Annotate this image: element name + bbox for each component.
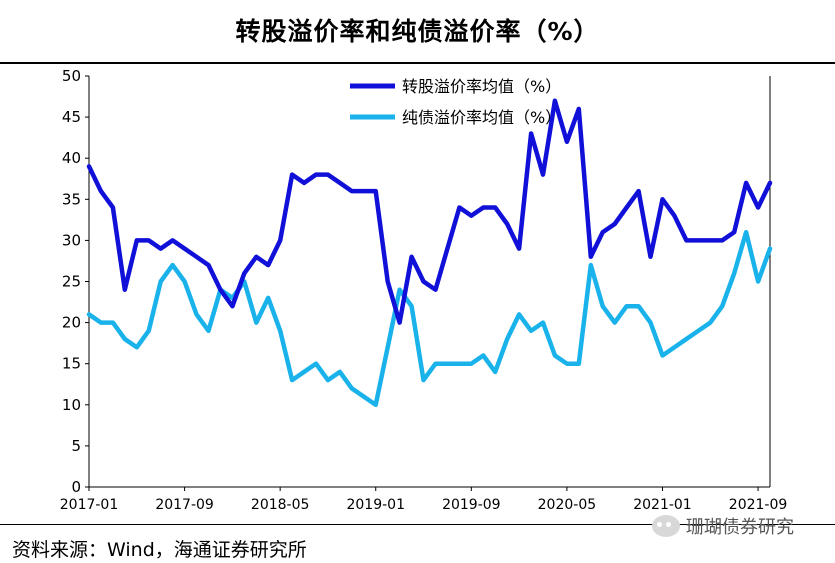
y-ticks: 0 5 10 15 20 25 30 35 40 45 50 [62,67,89,496]
title-divider [0,62,835,64]
y-tick-label: 50 [62,67,81,85]
y-tick-label: 45 [62,108,81,126]
x-tick-label: 2020-05 [538,497,597,513]
x-tick-label: 2019-01 [346,497,405,513]
legend-label-bond: 纯债溢价率均值（%） [402,108,561,127]
x-tick-label: 2021-09 [729,497,788,513]
y-tick-label: 5 [71,437,81,455]
source-divider [0,524,835,525]
chart-title: 转股溢价率和纯债溢价率（%） [235,17,600,46]
y-tick-label: 10 [62,396,81,414]
y-tick-label: 15 [62,355,81,373]
watermark: 珊瑚债券研究 [652,513,794,539]
axes [88,76,771,488]
x-tick-label: 2021-01 [633,497,692,513]
series-line-bond [86,229,773,408]
x-tick-label: 2017-01 [60,497,119,513]
x-tick-label: 2017-09 [155,497,214,513]
y-tick-label: 20 [62,314,81,332]
y-tick-label: 0 [71,478,81,496]
legend-label-conversion: 转股溢价率均值（%） [402,77,561,96]
source-note: 资料来源：Wind，海通证券研究所 [12,539,307,561]
legend: 转股溢价率均值（%） 纯债溢价率均值（%） [350,77,561,127]
series-line-conversion [86,98,773,325]
x-tick-label: 2019-09 [442,497,501,513]
y-tick-label: 30 [62,231,81,249]
y-tick-label: 25 [62,273,81,291]
y-tick-label: 35 [62,190,81,208]
y-tick-label: 40 [62,149,81,167]
series-lines [86,98,773,408]
watermark-text: 珊瑚债券研究 [686,517,794,538]
wechat-icon [652,515,680,537]
x-ticks: 2017-01 2017-09 2018-05 2019-01 2019-09 2020-… [60,487,788,513]
x-tick-label: 2018-05 [251,497,310,513]
